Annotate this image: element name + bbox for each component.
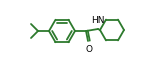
Text: O: O: [85, 45, 92, 54]
Text: HN: HN: [91, 16, 105, 25]
